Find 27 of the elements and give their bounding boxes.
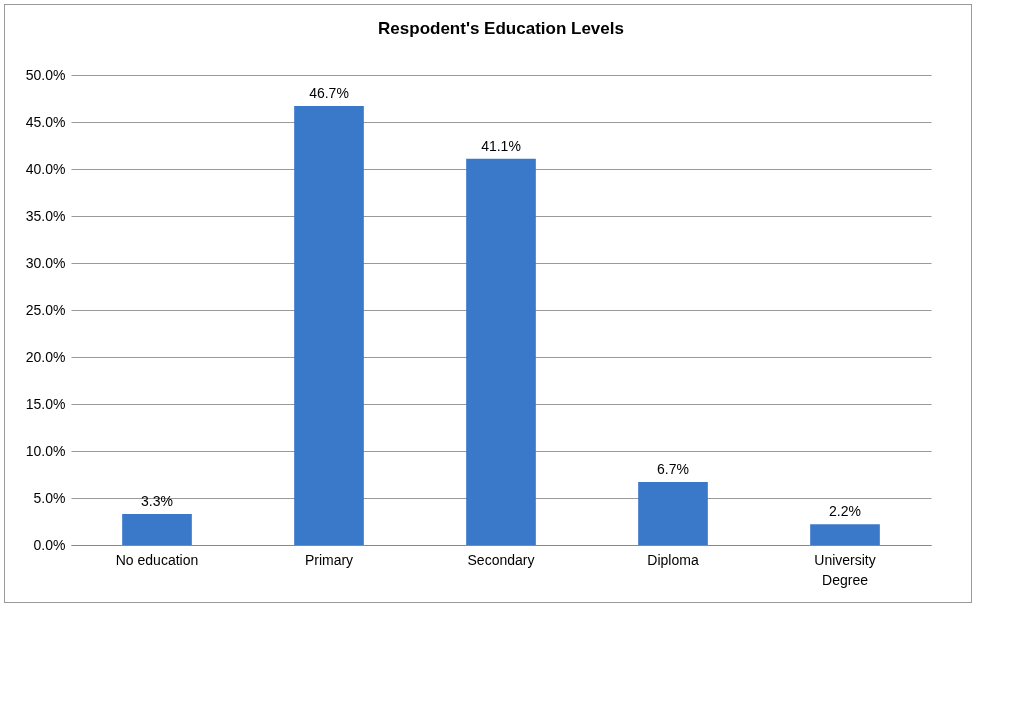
data-label: 3.3% [141,492,173,509]
bar [466,158,536,545]
y-tick-label: 35.0% [25,207,66,224]
x-tick-label: No education [115,551,199,568]
x-tick-label: Primary [304,551,354,568]
bar [638,482,708,545]
y-tick-label: 50.0% [25,66,66,83]
y-tick-label: 40.0% [25,160,66,177]
data-label: 46.7% [309,85,349,102]
data-label: 41.1% [481,137,521,154]
data-label: 6.7% [657,461,689,478]
y-tick-label: 45.0% [25,113,66,130]
x-tick-label: Secondary [467,551,535,568]
bar [810,524,880,545]
x-tick-label: Diploma [647,551,699,568]
y-tick-label: 15.0% [25,395,66,412]
bar [294,106,364,545]
data-label: 2.2% [829,503,861,520]
bar [122,513,192,545]
chart-title: Respodent's Education Levels [378,19,624,38]
x-tick-label: University Degree [814,551,876,588]
y-tick-label: 20.0% [25,348,66,365]
y-tick-label: 10.0% [25,442,66,459]
y-tick-label: 0.0% [33,536,66,553]
y-tick-label: 5.0% [33,489,66,506]
y-tick-label: 25.0% [25,301,66,318]
y-tick-label: 30.0% [25,254,66,271]
